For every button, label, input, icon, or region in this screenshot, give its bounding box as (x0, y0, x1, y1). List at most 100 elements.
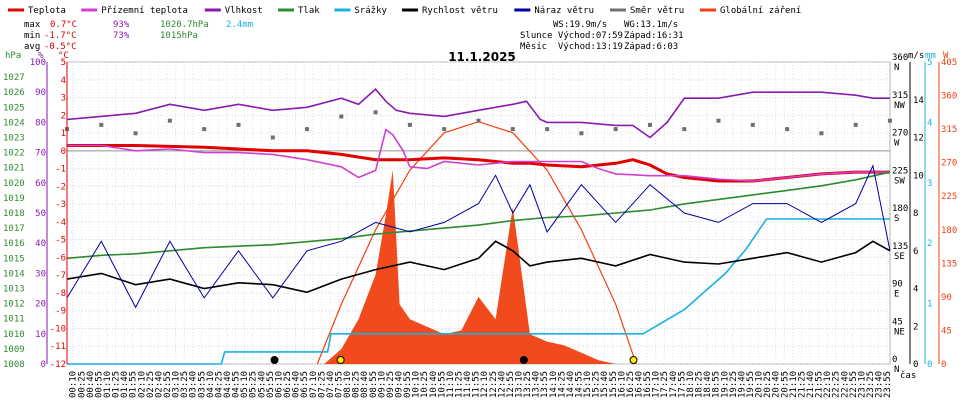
x-tick-label: 19:25 (729, 371, 739, 398)
y-tick-label: -2 (55, 182, 66, 192)
y-tick-label: 50 (35, 209, 46, 219)
y-tick-label: 1016 (3, 239, 25, 249)
legend-item-teplota: Teplota (8, 6, 66, 16)
dir-tick-name: N (894, 365, 899, 375)
series-layer (65, 88, 892, 365)
y-tick-label: 1011 (3, 315, 25, 325)
wind-direction-point (270, 135, 275, 140)
stats-max-temp: 0.7°C (50, 20, 77, 30)
mm-tick-label: 4 (927, 118, 932, 128)
x-tick-label: 06:55 (300, 371, 310, 398)
x-tick-label: 18:55 (712, 371, 722, 398)
y-tick-label: 70 (35, 149, 46, 159)
y-tick-label: -12 (50, 360, 66, 370)
axis-title-w: W (943, 51, 949, 61)
y-tick-label: 0 (61, 147, 66, 157)
wind-direction-point (888, 118, 892, 123)
y-tick-label: 1023 (3, 134, 25, 144)
wind-direction-point (613, 127, 618, 132)
y-tick-label: -8 (55, 289, 66, 299)
wind-direction-point (819, 131, 824, 136)
y-tick-label: 1009 (3, 345, 25, 355)
x-tick-label: 13:40 (532, 371, 542, 398)
x-tick-label: 09:10 (377, 371, 387, 398)
moonrise-marker (519, 356, 528, 364)
w-tick-label: 405 (941, 58, 957, 68)
x-tick-label: 07:25 (317, 371, 327, 398)
x-tick-label: 03:55 (197, 371, 207, 398)
legend-item-smer-vetru: Směr větru (610, 6, 684, 16)
x-tick-label: 14:55 (575, 371, 585, 398)
x-tick-label: 21:10 (789, 371, 799, 398)
x-tick-label: 07:10 (309, 371, 319, 398)
axis-title: hPa (5, 51, 21, 61)
y-tick-label: 1017 (3, 224, 25, 234)
y-tick-label: 1010 (3, 330, 25, 340)
x-tick-label: 13:55 (540, 371, 550, 398)
dir-tick-name: NW (894, 101, 905, 111)
dir-tick-label: 225 (892, 166, 908, 176)
w-tick-label: 360 (941, 92, 957, 102)
x-tick-label: 05:55 (266, 371, 276, 398)
legend-label: Rychlost větru (422, 6, 498, 16)
legend-label: Teplota (28, 6, 66, 16)
stats-max-press: 1020.7hPa (160, 20, 209, 30)
y-tick-label: -6 (55, 253, 66, 263)
x-tick-label: 21:25 (797, 371, 807, 398)
y-tick-label: -4 (55, 218, 66, 228)
x-tick-label: 22:25 (832, 371, 842, 398)
w-tick-label: 0 (941, 360, 946, 370)
y-tick-label: 1013 (3, 285, 25, 295)
x-tick-label: 22:40 (840, 371, 850, 398)
y-tick-label: 1022 (3, 149, 25, 159)
dir-tick-label: 360 (892, 53, 908, 63)
stats-min-label: min (24, 31, 40, 41)
dir-tick-name: NE (894, 327, 905, 337)
y-tick-label: 2 (61, 111, 66, 121)
x-tick-label: 12:55 (506, 371, 516, 398)
legend: Teplota Přízemní teplota Vlhkost Tlak Srážky… (8, 6, 801, 16)
x-tick-label: 01:25 (112, 371, 122, 398)
x-tick-label: 11:10 (446, 371, 456, 398)
x-tick-label: 01:40 (120, 371, 130, 398)
legend-item-tlak: Tlak (278, 6, 320, 16)
y-tick-label: 4 (61, 76, 66, 86)
x-tick-label: 21:55 (815, 371, 825, 398)
legend-item-prizemni-teplota: Přízemní teplota (81, 6, 188, 16)
wind-direction-point (510, 127, 515, 132)
legend-label: Srážky (354, 6, 387, 16)
ms-tick-label: 2 (913, 322, 918, 332)
x-tick-label: 00:10 (69, 371, 79, 398)
ms-tick-label: 8 (913, 209, 918, 219)
info-sunset: Západ:16:31 (624, 31, 684, 41)
series-globalni-zareni (324, 170, 616, 364)
x-tick-label: 18:25 (695, 371, 705, 398)
stats-max-hum: 93% (113, 20, 130, 30)
x-tick-label: 00:25 (77, 371, 87, 398)
wind-direction-point (236, 122, 241, 127)
x-tick-label: 00:55 (94, 371, 104, 398)
x-tick-label: 06:40 (292, 371, 302, 398)
x-tick-label: 08:25 (352, 371, 362, 398)
wind-direction-point (648, 122, 652, 127)
y-tick-label: 0 (41, 360, 46, 370)
x-tick-label: 10:25 (420, 371, 430, 398)
x-tick-label: 03:40 (189, 371, 199, 398)
x-tick-label: 22:55 (849, 371, 859, 398)
x-tick-label: 13:10 (515, 371, 525, 398)
dir-tick-name: W (894, 139, 900, 149)
y-tick-label: -3 (55, 200, 66, 210)
dir-tick-name: S (894, 214, 899, 224)
mm-tick-label: 2 (927, 239, 932, 249)
dir-tick-name: SE (894, 252, 905, 262)
legend-label: Vlhkost (225, 6, 263, 16)
ms-tick-label: 10 (913, 171, 924, 181)
y-tick-label: 20 (35, 300, 46, 310)
ms-tick-label: 6 (913, 247, 918, 257)
stats-min-temp: -1.7°C (44, 31, 77, 41)
wind-direction-point (133, 131, 138, 136)
x-tick-label: 17:40 (669, 371, 679, 398)
wind-direction-point (339, 114, 344, 119)
x-tick-label: 16:25 (626, 371, 636, 398)
